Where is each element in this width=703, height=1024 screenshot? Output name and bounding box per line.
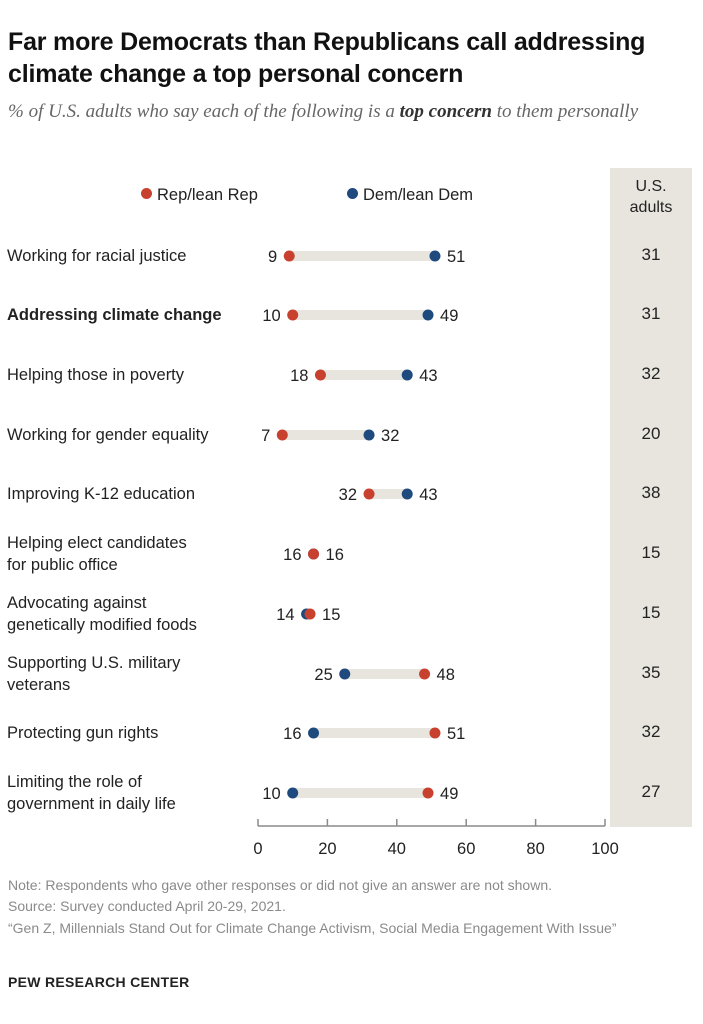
report-title: “Gen Z, Millennials Stand Out for Climat…: [8, 920, 617, 936]
row-label: Supporting U.S. military veterans: [7, 654, 181, 694]
connector-bar: [313, 728, 435, 738]
us-adults-value: 32: [641, 722, 661, 741]
connector-bar: [289, 251, 435, 261]
us-adults-value: 35: [641, 663, 661, 682]
rep-point: [304, 608, 316, 620]
us-adults-value: 15: [641, 543, 661, 562]
data-label-dem: 16: [283, 725, 301, 743]
rep-point: [422, 787, 434, 799]
us-adults-value: 15: [641, 603, 661, 622]
us-adults-value: 38: [641, 483, 661, 502]
legend-rep-label: Rep/lean Rep: [157, 186, 258, 204]
data-label-dem: 10: [262, 785, 280, 803]
x-tick-label: 80: [526, 840, 544, 858]
x-tick-label: 0: [253, 840, 262, 858]
dem-point: [401, 369, 413, 381]
dem-point: [308, 727, 320, 739]
dem-point: [422, 309, 434, 321]
us-adults-value: 20: [641, 424, 661, 443]
legend-rep-swatch: [141, 188, 152, 200]
data-label-rep: 18: [290, 367, 308, 385]
connector-bar: [369, 489, 408, 499]
connector-bar: [344, 669, 425, 679]
row-label: Improving K-12 education: [7, 485, 196, 503]
rep-point: [363, 488, 375, 500]
source-text: Source: Survey conducted April 20-29, 20…: [8, 898, 286, 914]
connector-bar: [320, 370, 408, 380]
data-label-dem: 16: [326, 546, 344, 564]
row-label: Helping elect candidates for public offi…: [7, 534, 187, 574]
x-tick-label: 40: [388, 840, 406, 858]
data-label-rep: 10: [262, 307, 280, 325]
connector-bar: [292, 788, 429, 798]
dem-point: [363, 429, 375, 441]
chart-subtitle: % of U.S. adults who say each of the fol…: [8, 99, 688, 125]
data-label-dem: 43: [419, 486, 437, 504]
us-adults-value: 32: [641, 364, 661, 383]
rep-point: [276, 429, 288, 441]
row-label: Advocating against genetically modified …: [7, 594, 197, 634]
row-label: Helping those in poverty: [7, 366, 185, 384]
pew-logo-text: PEW RESEARCH CENTER: [8, 974, 190, 990]
x-tick-label: 100: [591, 840, 619, 858]
legend-dem-swatch: [347, 188, 358, 200]
rep-point: [314, 369, 326, 381]
data-label-rep: 15: [322, 606, 340, 624]
row-label: Addressing climate change: [7, 306, 222, 324]
us-adults-value: 27: [641, 782, 661, 801]
dem-point: [339, 668, 351, 680]
subtitle-text-end: to them personally: [491, 101, 639, 122]
row-label: Working for racial justice: [7, 247, 187, 265]
legend-rep: Rep/lean Rep: [141, 186, 258, 205]
rep-point: [308, 548, 320, 560]
rep-point: [287, 309, 299, 321]
note-text: Note: Respondents who gave other respons…: [8, 877, 552, 893]
dot-plot: 9 51 10 49 18 43 7 32 32 43 16 16 14 15 25 48 16 51 10 49 0 2…: [253, 248, 619, 858]
legend-dem: Dem/lean Dem: [347, 186, 473, 205]
data-label-rep: 49: [440, 785, 458, 803]
data-label-dem: 49: [440, 307, 458, 325]
data-label-dem: 32: [381, 427, 399, 445]
row-label: Working for gender equality: [7, 426, 209, 444]
subtitle-text: % of U.S. adults who say each of the fol…: [8, 101, 400, 122]
dem-point: [429, 250, 441, 262]
x-tick-label: 60: [457, 840, 475, 858]
dem-point: [287, 787, 299, 799]
data-label-rep: 51: [447, 725, 465, 743]
data-label-dem: 14: [276, 606, 294, 624]
us-adults-value: 31: [641, 245, 661, 264]
data-label-dem: 43: [419, 367, 437, 385]
row-label: Limiting the role of government in daily…: [7, 773, 176, 813]
data-label-rep: 7: [261, 427, 270, 445]
data-label-rep: 16: [283, 546, 301, 564]
x-tick-label: 20: [318, 840, 336, 858]
rep-point: [283, 250, 295, 262]
subtitle-emphasis: top concern: [399, 101, 492, 122]
legend-dem-label: Dem/lean Dem: [363, 186, 474, 204]
chart-title: Far more Democrats than Republicans call…: [8, 28, 646, 88]
us-adults-value: 31: [641, 304, 661, 323]
us-adults-column-band: [610, 168, 692, 827]
data-label-rep: 48: [437, 666, 455, 684]
rep-point: [429, 727, 441, 739]
us-adults-column-header: U.S. adults: [629, 178, 673, 216]
dem-point: [401, 488, 413, 500]
row-label: Protecting gun rights: [7, 724, 159, 742]
data-label-dem: 25: [314, 666, 332, 684]
data-label-dem: 51: [447, 248, 465, 266]
connector-bar: [282, 430, 370, 440]
data-label-rep: 32: [339, 486, 357, 504]
data-label-rep: 9: [268, 248, 277, 266]
rep-point: [419, 668, 431, 680]
connector-bar: [292, 310, 429, 320]
